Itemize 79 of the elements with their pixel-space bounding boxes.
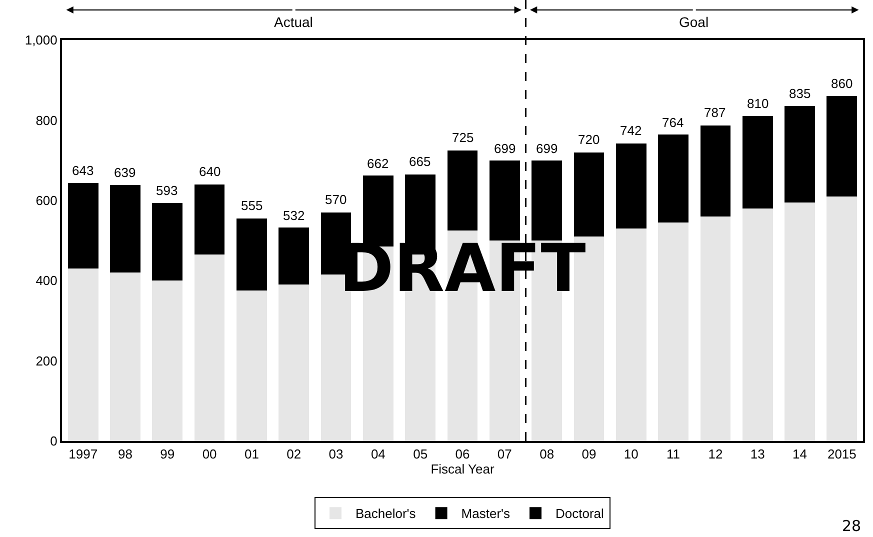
total-label: 639 [114,165,136,180]
total-label: 720 [578,132,600,147]
y-tick-label: 1,000 [24,32,58,48]
x-tick-label: 12 [708,446,723,462]
total-label: 742 [620,123,642,138]
bar [658,222,688,441]
bar [152,280,183,441]
bar [68,268,98,441]
bar [616,228,646,441]
x-tick-label: 99 [160,446,175,462]
x-tick-label: 2015 [827,446,856,462]
bar [278,284,310,441]
total-label: 810 [747,96,769,111]
bar [826,96,858,196]
x-tick-label: 05 [413,446,428,462]
bar [236,218,267,291]
text: 28 [842,517,862,535]
bar [532,160,562,240]
total-label: 640 [199,164,221,179]
bar [68,183,98,269]
y-tick-label: 400 [36,273,58,288]
total-label: 787 [704,105,726,120]
total-label: 643 [72,163,94,178]
total-label: 835 [789,86,811,101]
bar [110,184,140,273]
bar [658,134,688,222]
total-label: 593 [156,183,178,198]
y-tick-label: 600 [36,192,58,208]
y-tick-label: 0 [50,434,58,449]
x-tick-label: 1997 [68,446,98,462]
bar [742,116,773,208]
total-label: 665 [409,154,431,169]
bar [784,202,815,441]
bar [194,254,225,441]
bar [110,272,140,441]
x-tick-label: 14 [792,446,807,462]
total-label: 860 [831,76,853,91]
total-label: 699 [536,141,558,156]
total-label: 725 [452,130,474,145]
legend-label: Doctoral [556,506,604,522]
legend-label: Bachelor's [356,506,416,522]
x-tick-label: 09 [582,446,596,462]
x-tick-label: 03 [328,446,344,462]
x-tick-label: 01 [244,446,259,462]
total-label: 570 [325,192,347,207]
bar [489,160,520,240]
y-tick-label: 800 [36,112,58,128]
bar [152,203,183,281]
x-tick-label: 07 [497,446,512,462]
text: Goal [679,14,709,30]
bar [447,150,478,230]
total-label: 764 [662,115,684,130]
x-tick-label: 08 [540,446,554,462]
x-tick-label: 98 [118,446,132,462]
bar [700,216,731,441]
bar [194,184,225,255]
bar [742,208,773,441]
x-tick-label: 06 [455,446,470,462]
bar [616,143,646,228]
x-tick-label: 11 [666,446,680,462]
total-label: 532 [283,208,305,223]
legend-label: Master's [461,506,510,522]
bar [236,290,267,441]
bar [574,152,604,236]
x-tick-label: 04 [370,446,386,462]
x-tick-label: 13 [750,446,765,462]
text: Actual [274,14,313,30]
total-label: 555 [241,198,263,213]
x-tick-label: 00 [202,446,217,462]
bar [278,228,310,285]
x-tick-label: 10 [624,446,638,462]
y-tick-label: 200 [36,353,58,368]
total-label: 662 [367,156,389,171]
bar [826,196,858,441]
bar [700,125,731,216]
total-label: 699 [494,141,516,156]
bar [784,106,815,202]
x-axis-title: Fiscal Year [430,462,495,477]
x-tick-label: 02 [286,446,302,462]
